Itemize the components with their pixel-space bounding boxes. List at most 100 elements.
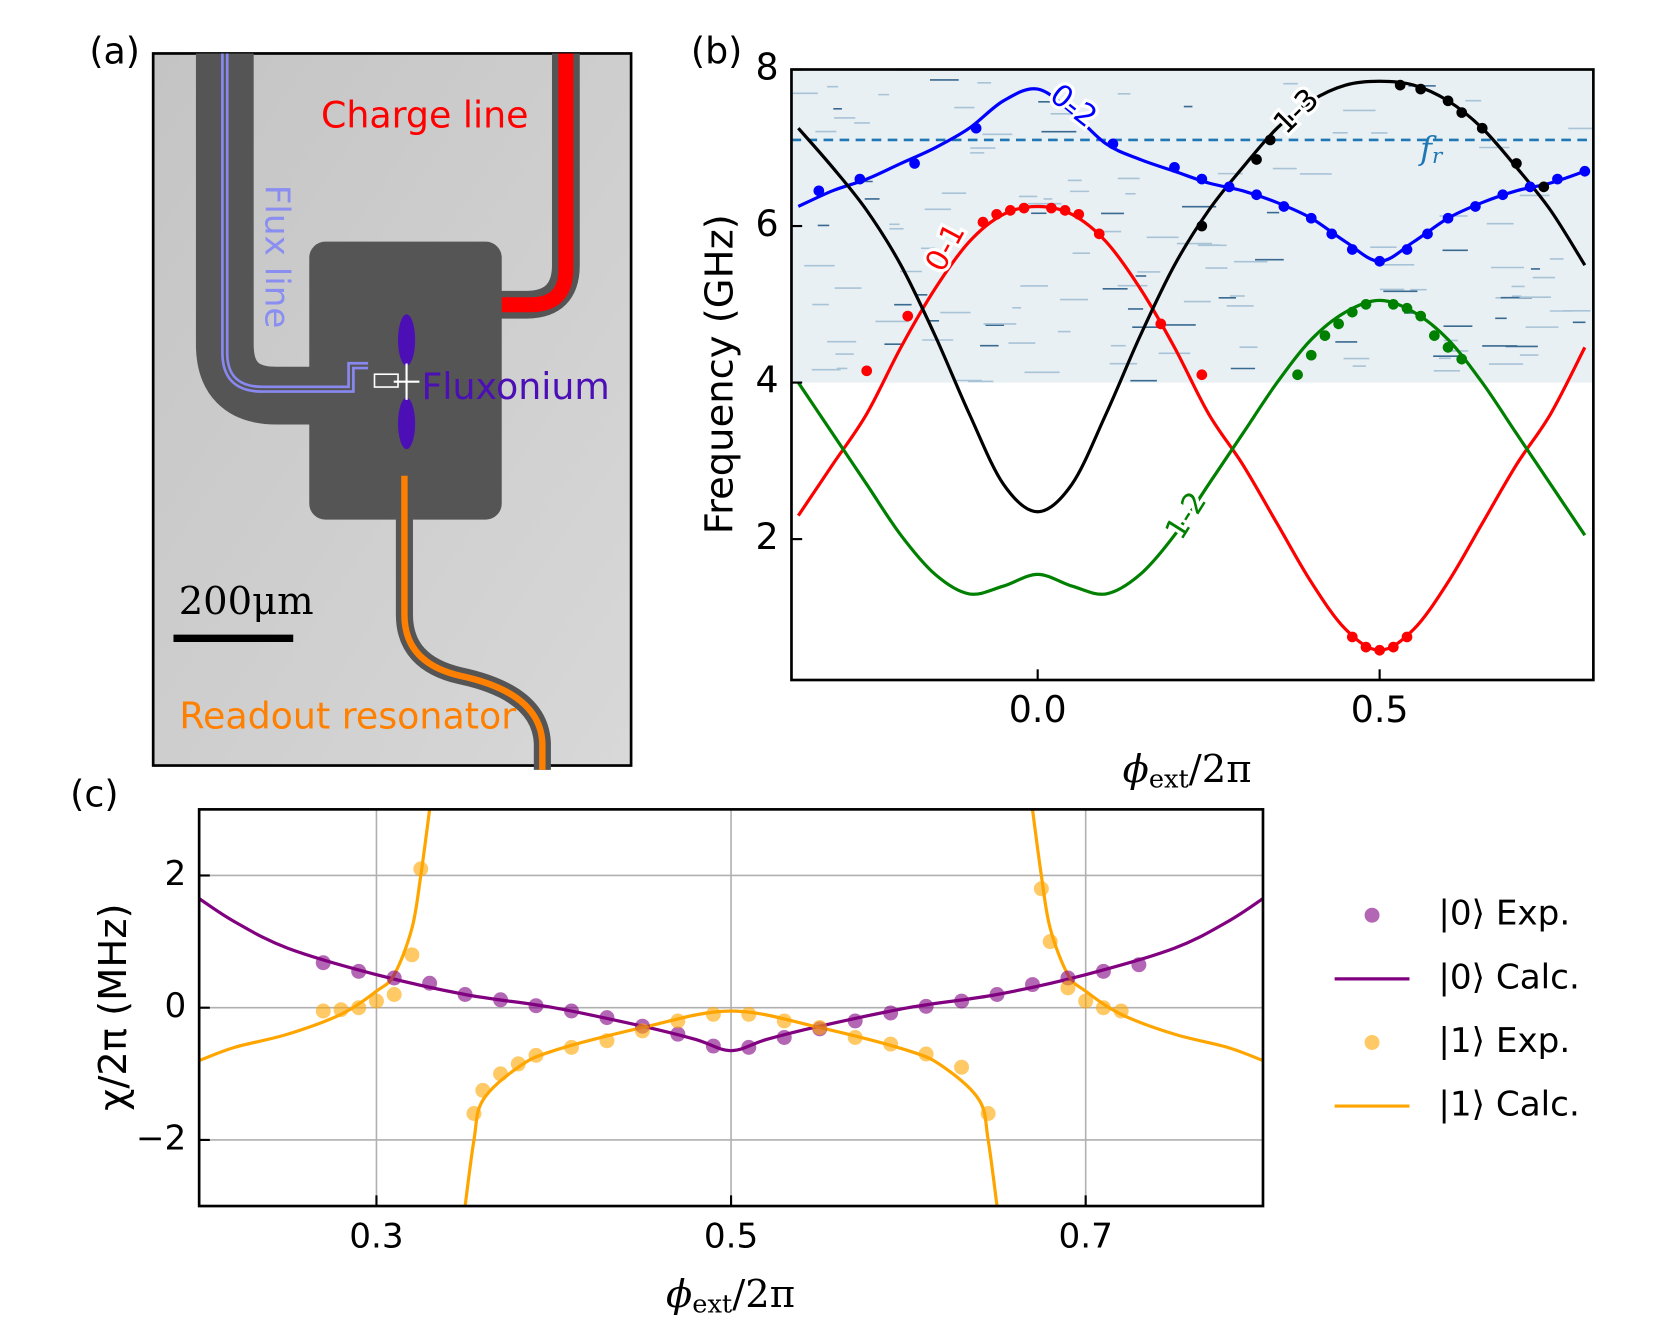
data-point: [918, 1046, 934, 1062]
x-label-main: ϕ: [666, 1272, 692, 1317]
x-label-sub: ext: [1149, 765, 1190, 795]
series-line: [796, 204, 1587, 652]
fluxonium-label: Fluxonium: [422, 365, 610, 408]
data-point: [1033, 881, 1049, 897]
y-tick-label: 2: [756, 515, 779, 558]
x-label-main: ϕ: [1123, 747, 1149, 792]
data-point: [954, 1059, 970, 1075]
y-axis-label: χ/2π (MHz): [91, 903, 136, 1110]
data-point: [670, 1013, 686, 1029]
data-point: [510, 1056, 526, 1072]
data-point: [1497, 189, 1509, 201]
junction-array: [373, 373, 399, 388]
panel-label: (c): [70, 773, 118, 816]
x-tick-label: 0.3: [349, 1217, 403, 1257]
data-point: [1470, 201, 1481, 212]
data-point: [1305, 349, 1317, 361]
data-point: [776, 1013, 792, 1029]
flux-line-label: Flux line: [257, 185, 297, 329]
data-point: [1078, 993, 1094, 1009]
data-point: [812, 1020, 828, 1036]
data-point: [847, 1029, 863, 1045]
data-point: [1442, 212, 1454, 224]
data-point: [1401, 302, 1413, 314]
data-point: [991, 208, 1002, 220]
data-point: [977, 216, 989, 228]
chip-image: [151, 52, 633, 770]
data-point: [1113, 1003, 1129, 1019]
data-point: [1374, 644, 1385, 656]
data-point: [705, 1038, 721, 1054]
data-point: [1018, 202, 1030, 214]
data-point: [861, 365, 873, 377]
reference-label-sub: r: [1432, 144, 1444, 169]
data-point: [1401, 244, 1413, 255]
data-point: [1251, 189, 1262, 201]
legend-marker: [1364, 1034, 1380, 1050]
data-point: [493, 1066, 509, 1082]
x-axis-label: ϕext/2π: [1123, 747, 1252, 795]
curve-label: 1-2: [1158, 486, 1214, 546]
data-point: [918, 998, 934, 1014]
data-point: [1169, 161, 1180, 173]
data-point: [1095, 1000, 1111, 1016]
data-point: [493, 992, 509, 1008]
data-point: [1538, 181, 1550, 193]
data-point: [1524, 181, 1536, 193]
data-point: [1196, 369, 1208, 381]
data-point: [1326, 228, 1338, 240]
fluxonium-pad: [398, 397, 416, 450]
data-point: [1346, 631, 1358, 643]
data-point: [854, 173, 866, 185]
data-point: [1155, 318, 1167, 330]
data-point: [989, 987, 1005, 1002]
data-point: [1387, 298, 1399, 310]
data-point: [1264, 134, 1276, 146]
data-point: [1060, 980, 1076, 996]
fluxonium-pad: [398, 314, 416, 366]
data-point: [883, 1036, 899, 1052]
charge-line: [501, 53, 574, 313]
legend-label: |0⟩ Calc.: [1438, 957, 1580, 997]
x-tick-label: 0.0: [1009, 688, 1067, 731]
y-tick-label: −2: [136, 1118, 186, 1158]
data-point: [1346, 244, 1358, 255]
data-point: [528, 998, 544, 1014]
data-point: [1319, 330, 1331, 341]
data-point: [564, 1003, 579, 1019]
data-point: [1278, 201, 1290, 212]
data-point: [980, 1106, 996, 1121]
plot-area: [791, 69, 1594, 656]
data-point: [1196, 220, 1208, 232]
data-point: [1415, 83, 1427, 95]
data-point: [1305, 212, 1317, 224]
data-point: [1346, 306, 1358, 318]
x-tick-label: 0.5: [1351, 688, 1409, 731]
data-point: [1394, 79, 1406, 91]
x-label-tail: /2π: [732, 1272, 795, 1317]
data-point: [1305, 99, 1317, 111]
data-point: [954, 993, 970, 1009]
data-point: [847, 1013, 863, 1029]
data-point: [1360, 298, 1372, 310]
legend-label: |0⟩ Exp.: [1438, 894, 1570, 934]
data-point: [1004, 205, 1016, 216]
data-point: [1552, 173, 1563, 185]
data-point: [1107, 138, 1119, 150]
data-point: [1422, 228, 1433, 240]
data-point: [1415, 310, 1427, 322]
readout-resonator: [401, 475, 546, 770]
flux-line-inner: [223, 53, 369, 391]
data-point: [776, 1029, 792, 1045]
y-tick-label: 8: [756, 45, 779, 88]
data-point: [1196, 173, 1208, 185]
data-point: [705, 1006, 721, 1022]
data-point: [466, 1106, 482, 1121]
x-label-sub: ext: [692, 1289, 733, 1319]
y-axis-label: Frequency (GHz): [697, 214, 742, 534]
data-point: [813, 185, 825, 197]
data-point: [1292, 369, 1303, 381]
axes-frame: [790, 68, 1595, 682]
data-point: [1374, 255, 1385, 267]
